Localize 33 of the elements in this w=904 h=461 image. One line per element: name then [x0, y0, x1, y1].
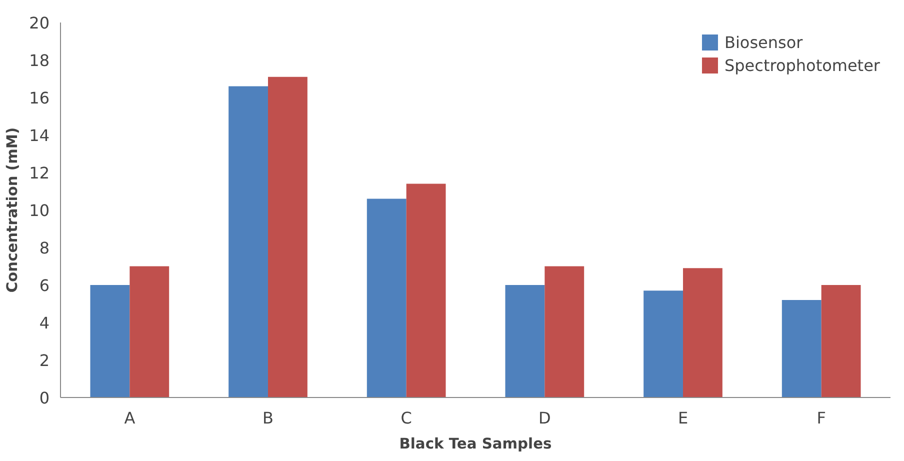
y-tick-label: 16 [29, 88, 50, 108]
bar [268, 76, 308, 398]
y-tick-label: 18 [29, 51, 50, 70]
bar [130, 266, 170, 398]
y-tick-label: 20 [29, 14, 50, 32]
bar [683, 268, 722, 398]
y-tick-label: 0 [39, 388, 50, 408]
y-tick-label: 8 [39, 238, 50, 258]
x-tick-label: F [816, 408, 826, 428]
x-axis-title: Black Tea Samples [399, 436, 552, 452]
y-tick-label: 10 [29, 201, 50, 220]
y-tick-label: 12 [29, 164, 50, 182]
bar [366, 198, 406, 398]
bar [90, 285, 130, 398]
bar [821, 285, 861, 398]
y-axis-title: Concentration (mM) [4, 127, 22, 293]
legend-label: Spectrophotometer [724, 56, 880, 74]
y-tick-label: 6 [39, 276, 50, 295]
x-tick-label: C [400, 408, 412, 428]
legend-label: Biosensor [724, 32, 803, 52]
bar [505, 285, 545, 398]
bar [228, 86, 268, 398]
x-tick-label: D [538, 408, 551, 428]
x-tick-label: E [678, 408, 688, 428]
y-tick-label: 14 [29, 126, 50, 145]
bar [782, 300, 822, 398]
x-tick-label: B [262, 408, 274, 428]
bar [544, 266, 584, 398]
bar [644, 290, 683, 398]
y-tick-label: 2 [39, 351, 50, 370]
x-tick-label: A [124, 408, 136, 428]
y-tick-label: 4 [39, 314, 50, 332]
bar [406, 184, 446, 398]
